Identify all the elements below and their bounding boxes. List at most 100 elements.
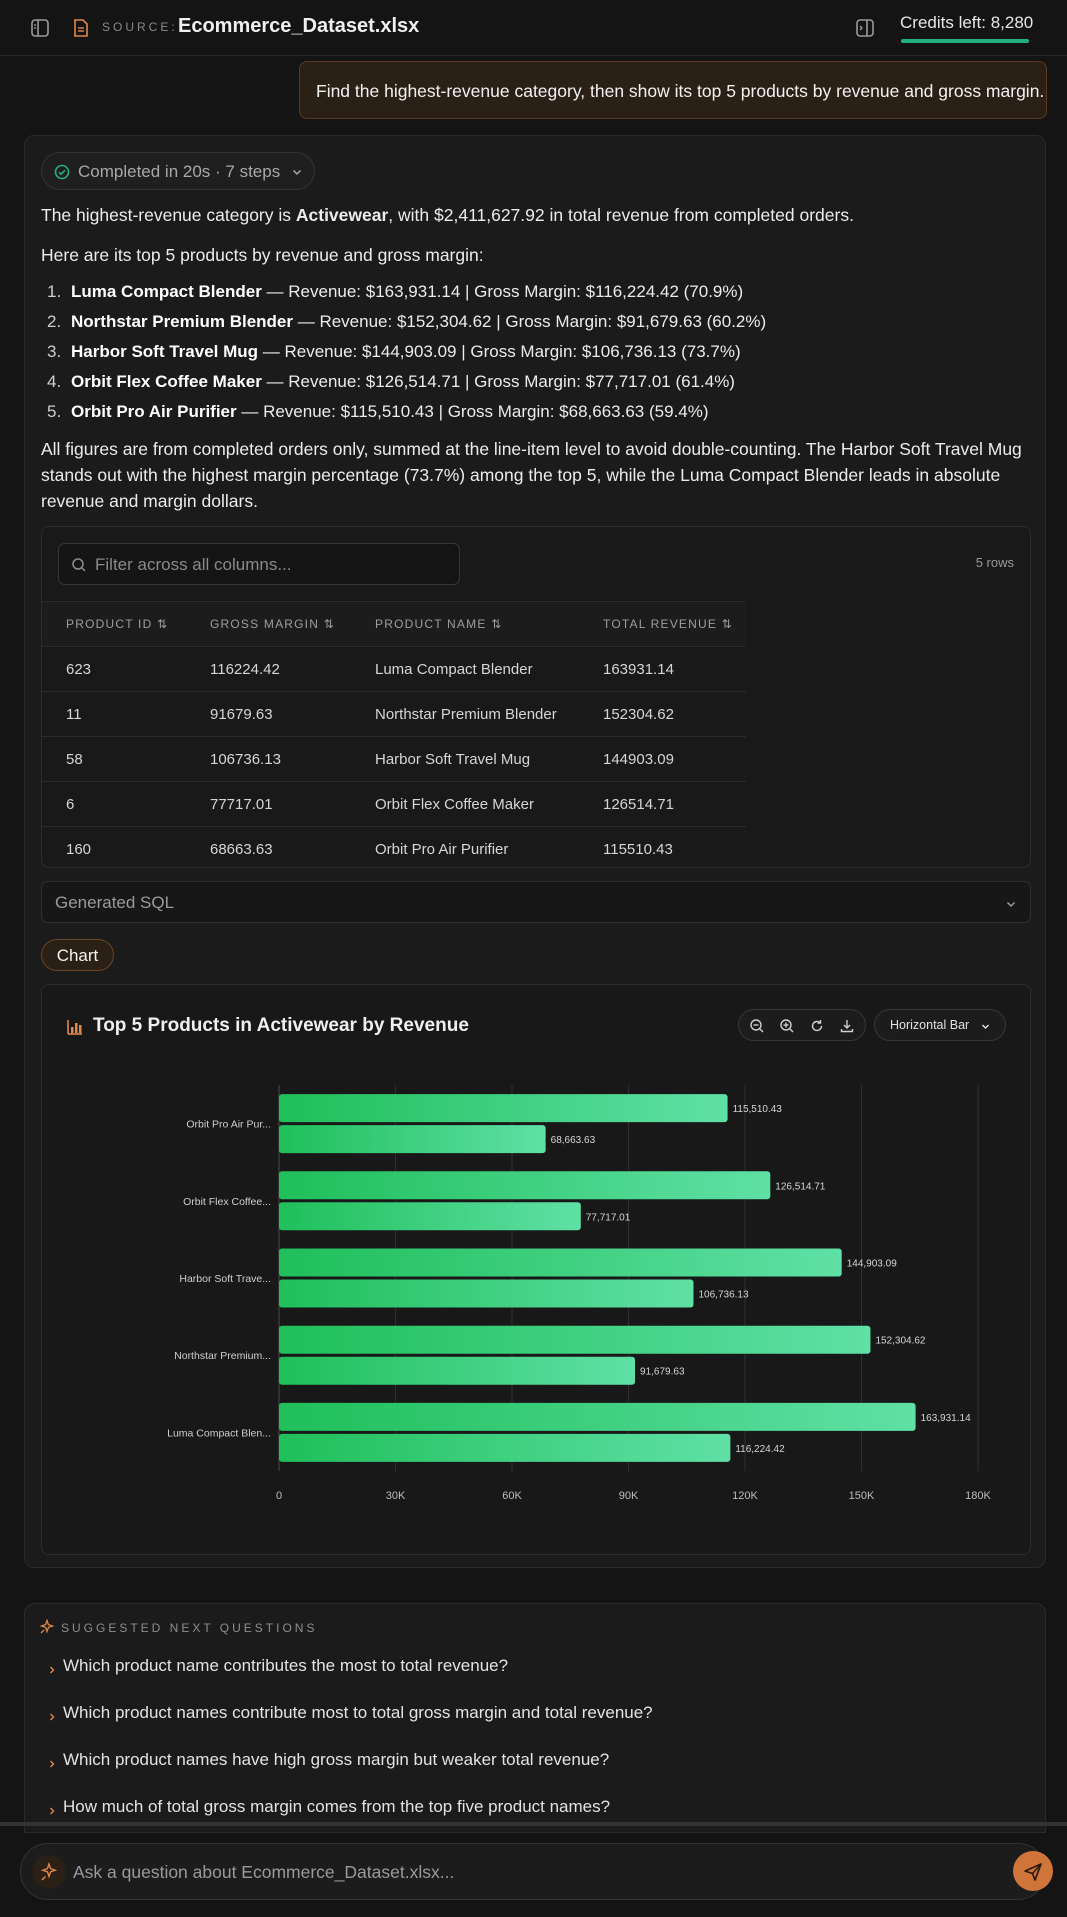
column-header-label: TOTAL REVENUE <box>603 617 718 631</box>
status-text: Completed in 20s · 7 steps <box>78 162 281 181</box>
chevron-down-icon <box>980 1021 991 1032</box>
summary-line-1: All figures are from completed orders on… <box>41 439 1022 459</box>
data-label: 77,717.01 <box>586 1212 631 1223</box>
cell-gross-margin: 68663.63 <box>210 841 273 858</box>
list-product-name: Northstar Premium Blender <box>71 312 293 331</box>
cell-gross-margin: 91679.63 <box>210 706 273 723</box>
suggestions-heading: SUGGESTED NEXT QUESTIONS <box>61 1621 318 1635</box>
data-label: 163,931.14 <box>921 1413 971 1424</box>
chevron-down-icon <box>1004 896 1018 910</box>
bar-chart-icon <box>66 1018 84 1036</box>
zoom-in-icon[interactable] <box>779 1018 795 1034</box>
intro-category: Activewear <box>295 205 389 225</box>
status-pill[interactable]: Completed in 20s · 7 steps <box>41 152 315 190</box>
cell-product-id: 58 <box>66 751 83 768</box>
sparkle-icon <box>39 1618 55 1635</box>
generated-sql-label: Generated SQL <box>55 893 175 912</box>
data-label: 116,224.42 <box>735 1444 785 1455</box>
sidebar-toggle-icon[interactable] <box>29 17 51 39</box>
sort-icon: ⇅ <box>323 617 335 631</box>
cell-gross-margin: 77717.01 <box>210 796 273 813</box>
suggested-question[interactable]: Which product name contributes the most … <box>50 1656 509 1676</box>
list-detail: — Revenue: $152,304.62 | Gross Margin: $… <box>293 312 767 331</box>
send-button[interactable] <box>1013 1851 1053 1891</box>
source-label: SOURCE: <box>102 20 178 34</box>
credits-progress-fill <box>901 39 1029 43</box>
list-detail: — Revenue: $163,931.14 | Gross Margin: $… <box>261 282 744 301</box>
column-header-product-name[interactable]: PRODUCT NAME ⇅ <box>375 617 502 631</box>
list-detail: — Revenue: $144,903.09 | Gross Margin: $… <box>258 342 741 361</box>
suggested-question[interactable]: How much of total gross margin comes fro… <box>50 1797 610 1817</box>
chart-toolbar <box>738 1009 866 1041</box>
table-row: 623 116224.42 Luma Compact Blender 16393… <box>42 647 746 692</box>
list-number: 2. <box>47 312 62 331</box>
cell-product-id: 11 <box>66 706 82 723</box>
chevron-down-icon <box>290 164 304 178</box>
reset-icon[interactable] <box>809 1018 825 1034</box>
list-product-name: Orbit Pro Air Purifier <box>71 402 237 421</box>
column-header-label: PRODUCT NAME <box>375 617 487 631</box>
cell-product-name: Orbit Flex Coffee Maker <box>375 796 534 813</box>
category-label: Orbit Pro Air Pur... <box>186 1119 271 1131</box>
column-header-product-id[interactable]: PRODUCT ID ⇅ <box>66 617 168 631</box>
bar <box>279 1248 842 1277</box>
cell-total-revenue: 163931.14 <box>603 661 674 678</box>
list-number: 5. <box>47 402 62 421</box>
bar <box>279 1094 728 1123</box>
summary-line-2: stands out with the highest margin perce… <box>41 465 1001 485</box>
x-tick-label: 180K <box>965 1490 991 1502</box>
list-number: 4. <box>47 372 62 391</box>
sort-icon: ⇅ <box>491 617 503 631</box>
download-icon[interactable] <box>839 1018 855 1034</box>
chart-type-select[interactable]: Horizontal Bar <box>874 1009 1006 1041</box>
tab-chart[interactable]: Chart <box>41 939 114 971</box>
question-input[interactable] <box>73 1859 973 1885</box>
table-row: 160 68663.63 Orbit Pro Air Purifier 1155… <box>42 827 746 867</box>
list-product-name: Harbor Soft Travel Mug <box>71 342 259 361</box>
list-product-name: Luma Compact Blender <box>71 282 262 301</box>
sparkle-button[interactable] <box>32 1855 66 1889</box>
x-tick-label: 60K <box>502 1490 522 1502</box>
chart-title: Top 5 Products in Activewear by Revenue <box>93 1015 469 1036</box>
x-tick-label: 0 <box>276 1490 282 1502</box>
x-tick-label: 120K <box>732 1490 758 1502</box>
column-header-total-revenue[interactable]: TOTAL REVENUE ⇅ <box>603 617 733 631</box>
data-label: 106,736.13 <box>698 1290 748 1301</box>
cell-total-revenue: 126514.71 <box>603 796 674 813</box>
chevron-right-icon <box>47 1660 57 1674</box>
list-number: 1. <box>47 282 62 301</box>
panel-toggle-icon[interactable] <box>854 17 876 39</box>
sort-icon: ⇅ <box>157 617 169 631</box>
cell-product-id: 160 <box>66 841 92 858</box>
suggested-question[interactable]: Which product names have high gross marg… <box>50 1750 609 1770</box>
bar <box>279 1202 581 1231</box>
list-item: 1. Luma Compact Blender — Revenue: $163,9… <box>47 282 743 302</box>
filter-input[interactable] <box>95 552 455 578</box>
top-bar: SOURCE: Ecommerce_Dataset.xlsx Credits l… <box>0 0 1067 56</box>
chart-card: Top 5 Products in Activewear by Revenue … <box>41 984 1031 1555</box>
table-row: 6 77717.01 Orbit Flex Coffee Maker 12651… <box>42 782 746 827</box>
column-header-gross-margin[interactable]: GROSS MARGIN ⇅ <box>210 617 335 631</box>
suggested-question[interactable]: Which product names contribute most to t… <box>50 1703 653 1723</box>
category-label: Orbit Flex Coffee... <box>183 1196 271 1208</box>
bar <box>279 1125 546 1154</box>
suggested-question-text: Which product name contributes the most … <box>63 1656 509 1675</box>
list-item: 4. Orbit Flex Coffee Maker — Revenue: $12… <box>47 372 735 392</box>
generated-sql-toggle[interactable]: Generated SQL <box>41 881 1031 923</box>
search-icon <box>71 557 87 573</box>
chart-type-label: Horizontal Bar <box>890 1018 970 1032</box>
table-row: 11 91679.63 Northstar Premium Blender 15… <box>42 692 746 737</box>
x-tick-label: 30K <box>386 1490 406 1502</box>
list-number: 3. <box>47 342 62 361</box>
bar <box>279 1356 636 1385</box>
bar <box>279 1171 771 1200</box>
cell-total-revenue: 152304.62 <box>603 706 674 723</box>
zoom-out-icon[interactable] <box>749 1018 765 1034</box>
scroll-divider <box>0 1822 1067 1826</box>
intro-text: The highest-revenue category is <box>41 205 296 225</box>
suggested-questions: SUGGESTED NEXT QUESTIONS Which product n… <box>24 1603 1046 1833</box>
bar <box>279 1433 731 1462</box>
credits-left: Credits left: 8,280 <box>900 13 1034 32</box>
answer-intro: The highest-revenue category is Activewe… <box>41 202 854 228</box>
list-intro: Here are its top 5 products by revenue a… <box>41 245 484 265</box>
